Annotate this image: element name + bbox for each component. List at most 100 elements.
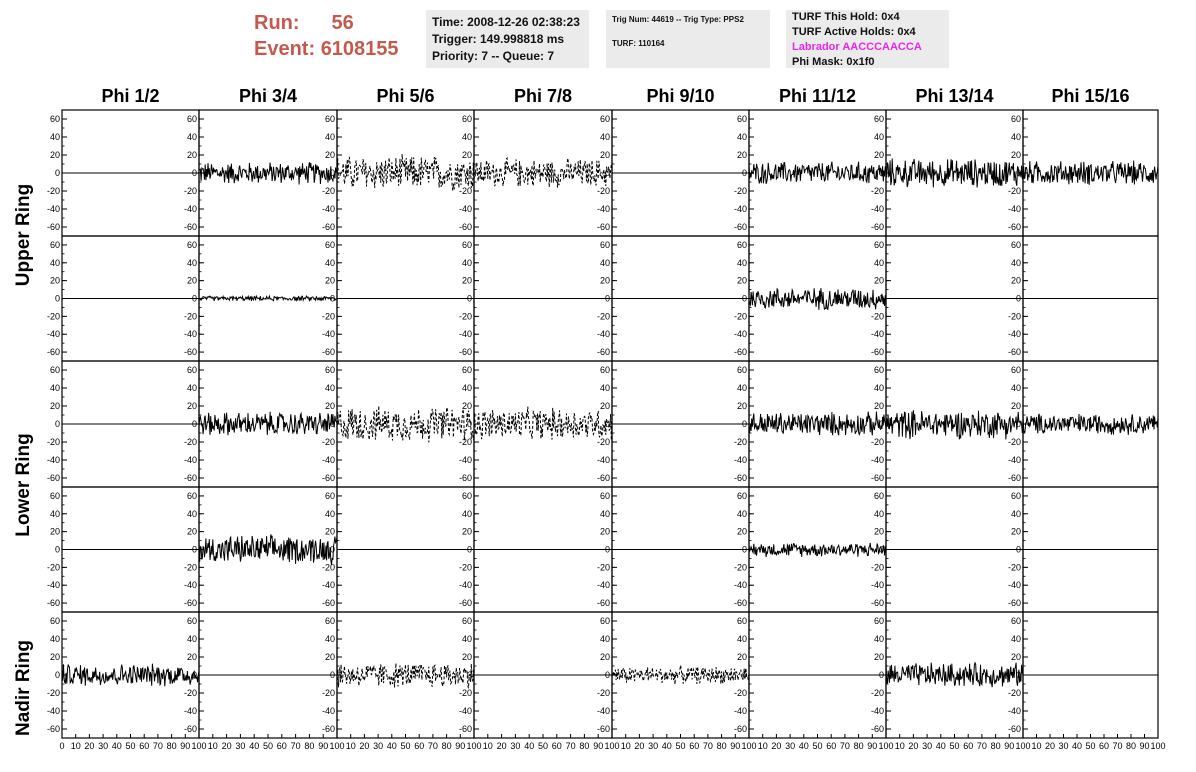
- y-tick-label: -40: [734, 580, 747, 590]
- y-tick-label: -60: [322, 598, 335, 608]
- y-tick-label: 20: [187, 150, 197, 160]
- event-line: Event: 6108155: [254, 36, 399, 62]
- time-text: Time: 2008-12-26 02:38:23: [432, 15, 580, 29]
- y-tick-label: -20: [597, 688, 610, 698]
- y-tick-label: 40: [187, 258, 197, 268]
- y-tick-label: 60: [462, 491, 472, 501]
- y-tick-label: 0: [742, 545, 747, 555]
- y-tick-label: 60: [50, 616, 60, 626]
- y-tick-label: 20: [325, 150, 335, 160]
- x-tick-label: 40: [387, 741, 397, 751]
- y-tick-label: 60: [737, 491, 747, 501]
- y-tick-label: -20: [871, 311, 884, 321]
- y-tick-label: 40: [50, 383, 60, 393]
- y-tick-label: 20: [600, 652, 610, 662]
- y-tick-label: 40: [737, 258, 747, 268]
- x-tick-label: 20: [359, 741, 369, 751]
- event-label: Event:: [254, 38, 316, 60]
- y-tick-label: 20: [737, 276, 747, 286]
- x-tick-label: 60: [826, 741, 836, 751]
- y-tick-label: -40: [597, 329, 610, 339]
- y-tick-label: -40: [459, 580, 472, 590]
- waveform-series: [336, 663, 475, 689]
- waveform-series: [198, 534, 338, 565]
- x-tick-label: 70: [291, 741, 301, 751]
- y-tick-label: 0: [605, 545, 610, 555]
- y-tick-label: 60: [187, 365, 197, 375]
- y-tick-label: 60: [874, 240, 884, 250]
- y-tick-label: -20: [734, 437, 747, 447]
- panel-r0-c0: -60 -40 -20 0 20 40 60: [47, 109, 200, 237]
- panel-r1-c3: -60 -40 -20 0 20 40 60: [459, 235, 613, 362]
- waveform-series: [885, 410, 1024, 440]
- y-tick-label: 0: [742, 294, 747, 304]
- waveform-series: [198, 162, 338, 185]
- panel-r3-c5: -60 -40 -20 0 20 40 60: [734, 486, 887, 613]
- x-tick-label: 90: [1139, 741, 1149, 751]
- y-tick-label: -60: [47, 347, 60, 357]
- y-tick-label: -20: [184, 186, 197, 196]
- y-tick-label: -60: [184, 347, 197, 357]
- y-tick-label: 0: [1016, 168, 1021, 178]
- y-tick-label: 60: [1011, 240, 1021, 250]
- y-tick-label: -20: [459, 311, 472, 321]
- x-tick-label: 100: [466, 741, 481, 751]
- y-tick-label: -40: [322, 455, 335, 465]
- x-tick-label: 50: [538, 741, 548, 751]
- x-tick-label: 60: [277, 741, 287, 751]
- y-tick-label: -40: [459, 706, 472, 716]
- y-tick-label: -40: [597, 455, 610, 465]
- x-tick-label: 60: [139, 741, 149, 751]
- y-tick-label: 60: [462, 365, 472, 375]
- y-tick-label: -20: [734, 688, 747, 698]
- y-tick-label: -40: [47, 706, 60, 716]
- y-tick-label: -40: [1008, 580, 1021, 590]
- y-tick-label: 0: [467, 670, 472, 680]
- y-tick-label: -60: [184, 222, 197, 232]
- y-tick-label: 20: [874, 401, 884, 411]
- y-tick-label: -60: [459, 724, 472, 734]
- y-tick-label: 60: [50, 114, 60, 124]
- y-tick-label: 0: [192, 294, 197, 304]
- y-tick-label: -60: [47, 724, 60, 734]
- y-tick-label: 0: [879, 294, 884, 304]
- x-tick-label: 30: [510, 741, 520, 751]
- panel-r3-c7: -60 -40 -20 0 20 40 60: [1008, 486, 1159, 613]
- x-tick-label: 20: [771, 741, 781, 751]
- x-tick-label: 0: [59, 741, 64, 751]
- turf-text: TURF: 110164: [612, 39, 665, 48]
- panel-r3-c3: -60 -40 -20 0 20 40 60: [459, 486, 613, 613]
- x-tick-label: 70: [840, 741, 850, 751]
- x-tick-label: 20: [634, 741, 644, 751]
- x-tick-label: 20: [497, 741, 507, 751]
- y-tick-label: 60: [325, 114, 335, 124]
- x-tick-label: 40: [1072, 741, 1082, 751]
- waveform-series: [1022, 413, 1159, 435]
- y-tick-label: -60: [871, 222, 884, 232]
- y-tick-label: -40: [184, 204, 197, 214]
- y-tick-label: 0: [467, 294, 472, 304]
- y-tick-label: -40: [734, 329, 747, 339]
- y-tick-label: 0: [1016, 545, 1021, 555]
- panel-r2-c4: -60 -40 -20 0 20 40 60: [597, 360, 750, 488]
- y-tick-label: -60: [1008, 473, 1021, 483]
- column-header-3: Phi 5/6: [376, 86, 435, 106]
- y-tick-label: 0: [330, 670, 335, 680]
- waveform-series: [1022, 160, 1159, 185]
- y-tick-label: 0: [1016, 294, 1021, 304]
- y-tick-label: 40: [1011, 132, 1021, 142]
- y-tick-label: 40: [737, 383, 747, 393]
- y-tick-label: 40: [1011, 509, 1021, 519]
- x-tick-label: 90: [180, 741, 190, 751]
- y-tick-label: -60: [459, 473, 472, 483]
- x-tick-label: 50: [125, 741, 135, 751]
- y-tick-label: -60: [47, 473, 60, 483]
- y-tick-label: -40: [1008, 204, 1021, 214]
- y-tick-label: 0: [55, 419, 60, 429]
- y-tick-label: -20: [597, 562, 610, 572]
- run-label: Run:: [254, 12, 300, 34]
- y-tick-label: -20: [322, 688, 335, 698]
- column-header-7: Phi 13/14: [915, 86, 994, 106]
